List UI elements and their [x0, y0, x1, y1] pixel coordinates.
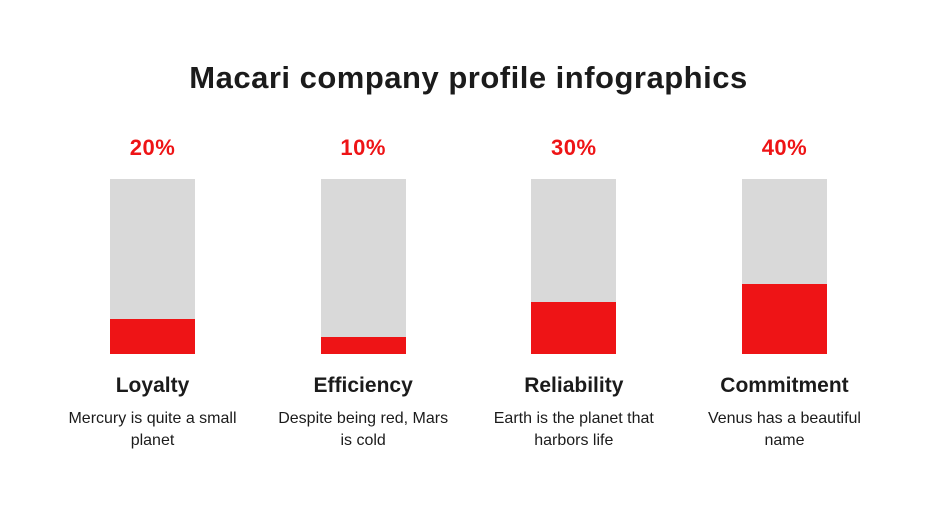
bar-track — [531, 179, 617, 354]
bar-chart: 20% Loyalty Mercury is quite a small pla… — [55, 135, 882, 451]
page-title: Macari company profile infographics — [189, 60, 748, 95]
category-description: Despite being red, Mars is cold — [278, 410, 449, 449]
value-label: 40% — [761, 135, 808, 160]
bar-column-efficiency: 10% Efficiency Despite being red, Mars i… — [266, 135, 461, 451]
bar-column-loyalty: 20% Loyalty Mercury is quite a small pla… — [55, 135, 250, 451]
bar-fill — [741, 284, 827, 354]
bar-track — [741, 179, 827, 354]
bar-fill — [531, 301, 617, 354]
category-label: Commitment — [720, 374, 849, 397]
bar-track — [110, 179, 195, 354]
category-description: Earth is the planet that harbors life — [493, 410, 654, 449]
category-description: Mercury is quite a small planet — [68, 410, 237, 449]
bar-column-reliability: 30% Reliability Earth is the planet that… — [476, 135, 671, 451]
bar-fill — [110, 319, 195, 354]
category-label: Loyalty — [115, 374, 190, 397]
category-label: Reliability — [524, 374, 624, 397]
bar-fill — [320, 336, 406, 354]
value-label: 10% — [340, 135, 386, 160]
value-label: 30% — [551, 135, 597, 160]
category-label: Efficiency — [313, 374, 413, 397]
bar-track — [320, 179, 406, 354]
bar-column-commitment: 40% Commitment Venus has a beautiful nam… — [687, 135, 882, 451]
category-description: Venus has a beautiful name — [707, 410, 861, 449]
value-label: 20% — [129, 135, 176, 160]
